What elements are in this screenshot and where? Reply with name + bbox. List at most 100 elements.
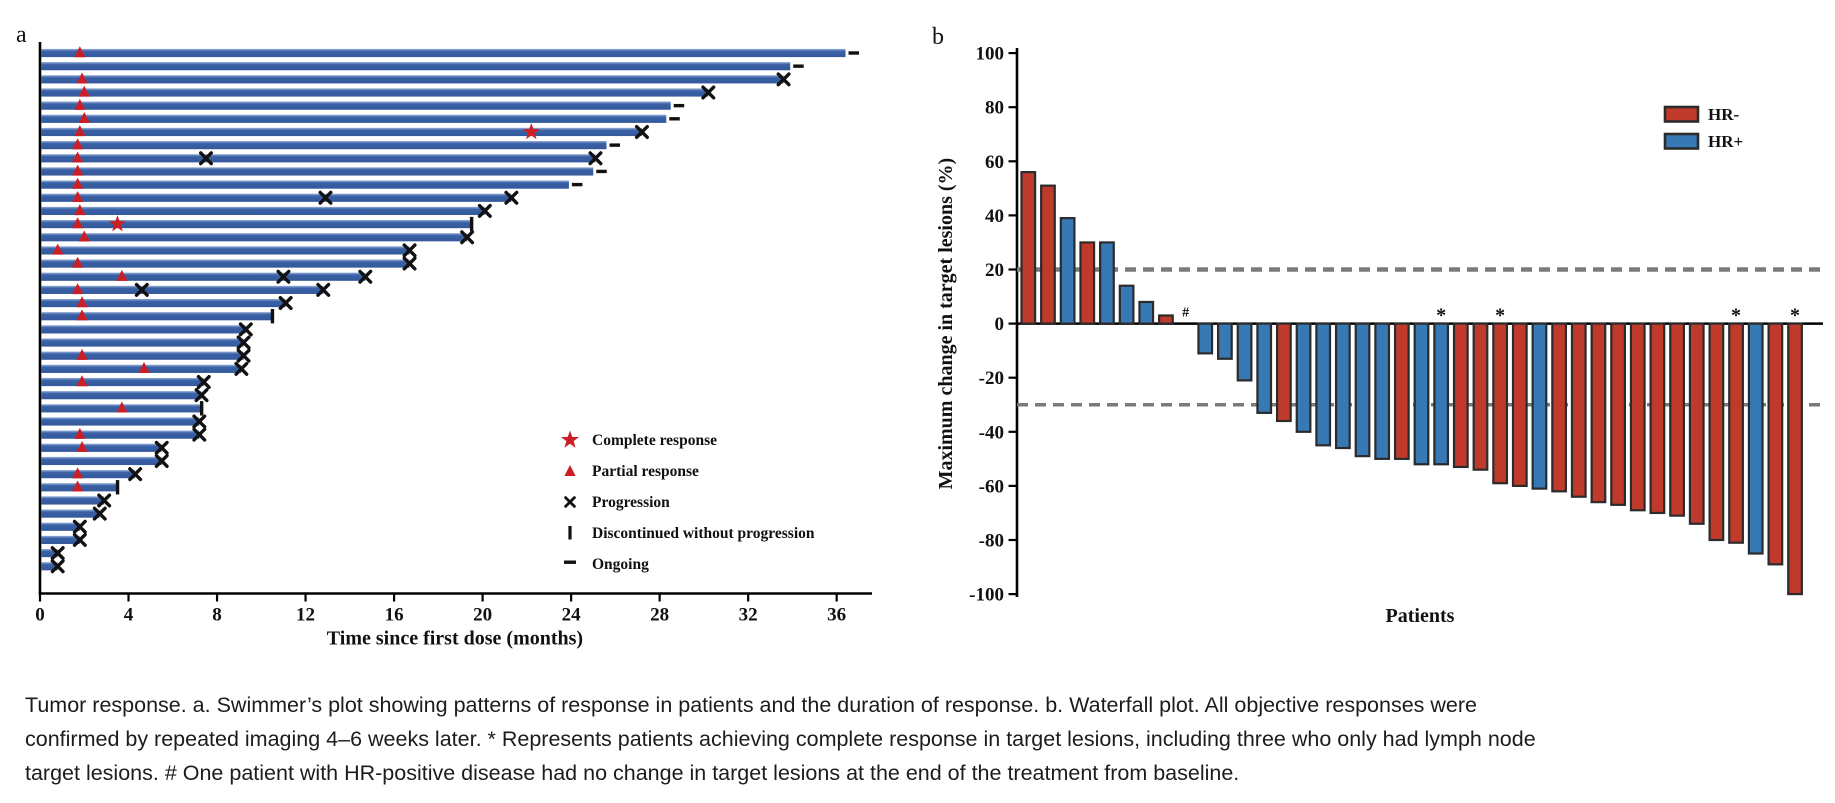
waterfall-bar xyxy=(1511,322,1528,488)
partial-response-marker xyxy=(72,190,84,202)
swimmer-x-tick-label: 8 xyxy=(212,605,222,626)
waterfall-bar xyxy=(1354,322,1371,458)
partial-response-marker xyxy=(76,296,88,308)
swimmer-bar xyxy=(41,338,244,347)
ongoing-marker xyxy=(669,117,680,121)
swimmer-bar xyxy=(41,509,100,518)
progression-marker xyxy=(128,467,143,482)
progression-marker xyxy=(460,230,475,245)
ongoing-marker xyxy=(848,51,860,55)
progression-marker xyxy=(634,124,649,139)
waterfall-y-tick-label: 20 xyxy=(985,260,1004,281)
progression-marker xyxy=(198,151,213,166)
progression-marker xyxy=(72,519,87,534)
partial-response-marker xyxy=(72,467,84,479)
swimmer-bar xyxy=(41,62,791,71)
ongoing-marker xyxy=(596,169,607,174)
swimmer-bar xyxy=(41,456,162,466)
waterfall-bar xyxy=(1767,322,1784,566)
waterfall-y-tick-label: -60 xyxy=(979,476,1004,497)
legend-star-icon xyxy=(560,430,580,448)
legend-a-label: Ongoing xyxy=(592,556,649,573)
waterfall-bar xyxy=(1688,322,1705,525)
legend-a-label: Partial response xyxy=(592,463,699,480)
ongoing-marker xyxy=(793,64,804,68)
legend-x-icon xyxy=(564,496,576,508)
progression-marker xyxy=(477,203,492,218)
no-change-annotation: # xyxy=(1182,306,1189,321)
swimmer-x-tick-label: 32 xyxy=(739,605,758,626)
progression-marker xyxy=(236,348,251,363)
waterfall-bar xyxy=(1708,322,1725,542)
partial-response-marker xyxy=(76,375,88,387)
ongoing-marker xyxy=(673,103,685,108)
swimmer-bar xyxy=(41,88,709,97)
swimmer-bar xyxy=(41,114,667,123)
swimmer-bar xyxy=(41,312,273,321)
progression-marker xyxy=(278,296,293,311)
swimmer-x-tick-label: 36 xyxy=(827,605,846,626)
progression-marker xyxy=(234,361,249,376)
waterfall-bar xyxy=(1020,171,1037,325)
progression-marker xyxy=(504,190,519,205)
progression-marker xyxy=(316,282,331,297)
legend-b-swatch xyxy=(1663,105,1700,123)
legend-discontinued-icon xyxy=(568,526,572,540)
swimmer-bar xyxy=(41,377,204,387)
progression-marker xyxy=(318,190,333,205)
waterfall-bar xyxy=(1492,322,1509,485)
panel-b-label: b xyxy=(932,24,944,50)
swimmer-bar xyxy=(41,351,244,360)
legend-a-label: Progression xyxy=(592,494,670,511)
swimmer-x-tick-label: 0 xyxy=(35,605,45,626)
waterfall-bar xyxy=(1118,284,1135,325)
waterfall-y-tick-label: 40 xyxy=(985,206,1004,227)
swimmer-bar xyxy=(41,417,200,426)
waterfall-y-tick-label: -100 xyxy=(969,585,1004,606)
complete-response-annotation: * xyxy=(1731,305,1741,327)
progression-marker xyxy=(97,493,112,508)
swimmer-x-tick-label: 20 xyxy=(473,605,492,626)
swimmer-x-tick-label: 12 xyxy=(296,605,315,626)
swimmer-bar xyxy=(41,206,485,216)
legend-b-label: HR+ xyxy=(1708,132,1743,151)
swimmer-bar xyxy=(41,193,512,202)
waterfall-plot: 100 80 60 40 20 0 -20 -40 -60 -80 -100 Maximum chan… xyxy=(935,44,1825,627)
figure-svg: 0 4 8 12 16 20 24 28 32 36 Time since first dose (… xyxy=(35,42,1825,650)
partial-response-marker xyxy=(78,112,90,123)
progression-marker xyxy=(276,269,291,284)
swimmer-bar xyxy=(41,180,569,189)
waterfall-bar xyxy=(1649,322,1666,515)
legend-a-label: Discontinued without progression xyxy=(592,525,815,542)
waterfall-bar xyxy=(1315,322,1332,447)
complete-response-marker xyxy=(522,122,540,140)
partial-response-marker xyxy=(76,309,88,321)
swimmer-bar xyxy=(41,127,642,137)
waterfall-bar xyxy=(1747,322,1764,555)
panel-a-label: a xyxy=(16,22,27,48)
partial-response-marker xyxy=(74,204,86,216)
waterfall-y-axis-title: Maximum change in target lesions (%) xyxy=(935,158,957,490)
waterfall-y-tick-label: 80 xyxy=(985,98,1004,119)
legend-a-label: Complete response xyxy=(592,432,717,449)
partial-response-marker xyxy=(72,177,84,189)
waterfall-y-tick-label: -80 xyxy=(979,531,1004,552)
partial-response-marker xyxy=(74,46,86,58)
partial-response-marker xyxy=(72,138,84,150)
partial-response-marker xyxy=(72,151,84,163)
discontinued-marker xyxy=(270,309,275,324)
partial-response-marker xyxy=(72,480,84,492)
waterfall-y-tick-label: 60 xyxy=(985,152,1004,173)
ongoing-marker xyxy=(571,182,583,187)
swimmer-bar xyxy=(41,48,846,58)
partial-response-marker xyxy=(78,85,90,97)
waterfall-bar xyxy=(1452,322,1469,469)
partial-response-marker xyxy=(72,256,84,268)
swimmer-bar xyxy=(41,562,58,571)
swimmer-bar xyxy=(41,154,596,163)
waterfall-bar xyxy=(1472,322,1489,471)
progression-marker xyxy=(358,269,373,284)
partial-response-marker xyxy=(72,164,84,176)
progression-marker xyxy=(154,440,169,455)
